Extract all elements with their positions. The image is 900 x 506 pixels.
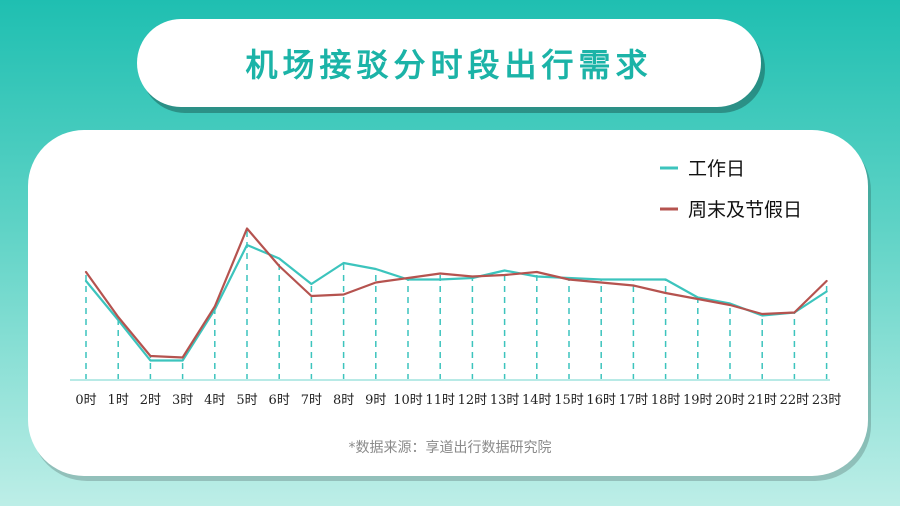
- x-tick-label: 12时: [458, 393, 488, 408]
- legend-label: 周末及节假日: [688, 199, 802, 221]
- series-lines: [84, 227, 828, 362]
- x-tick-label: 4时: [204, 393, 225, 408]
- chart-title: 机场接驳分时段出行需求: [245, 46, 653, 84]
- x-tick-label: 15时: [554, 393, 584, 408]
- x-tick-label: 1时: [108, 393, 129, 408]
- title-banner: 机场接驳分时段出行需求: [137, 19, 761, 107]
- series-line-1: [84, 227, 828, 359]
- series-line-0: [84, 243, 828, 362]
- x-tick-label: 11时: [425, 393, 455, 408]
- guide-lines: [85, 228, 828, 380]
- x-tick-label: 16时: [586, 393, 616, 408]
- x-tick-label: 10时: [393, 393, 423, 408]
- legend-label: 工作日: [688, 158, 745, 180]
- x-tick-label: 8时: [333, 393, 354, 408]
- x-tick-label: 3时: [172, 393, 193, 408]
- x-tick-label: 18时: [651, 393, 681, 408]
- x-tick-label: 9时: [365, 393, 386, 408]
- x-tick-label: 19时: [683, 393, 713, 408]
- x-tick-label: 20时: [715, 393, 745, 408]
- x-tick-label: 13时: [490, 393, 520, 408]
- x-tick-label: 22时: [780, 393, 810, 408]
- x-tick-label: 23时: [812, 393, 842, 408]
- x-tick-label: 7时: [301, 393, 322, 408]
- x-tick-labels: 0时 1时 2时 3时 4时 5时 6时 7时 8时 9时 10时 11时 12时 13时 14时 15时 16…: [75, 393, 841, 408]
- data-source-note: *数据来源：享道出行数据研究院: [348, 440, 552, 456]
- x-tick-label: 14时: [522, 393, 552, 408]
- x-tick-label: 17时: [619, 393, 649, 408]
- x-tick-label: 6时: [269, 393, 290, 408]
- x-tick-label: 5时: [236, 393, 257, 408]
- x-tick-label: 21时: [747, 393, 777, 408]
- x-tick-label: 0时: [75, 393, 96, 408]
- x-tick-label: 2时: [140, 393, 161, 408]
